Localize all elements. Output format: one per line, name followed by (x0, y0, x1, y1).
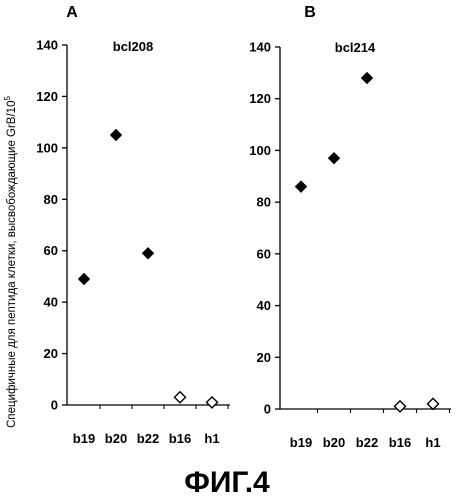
data-point-h1 (205, 395, 219, 409)
data-point-b16 (173, 390, 187, 404)
y-tick-label: 100 (249, 143, 271, 158)
y-tick-label: 120 (249, 91, 271, 106)
panel-letter: B (304, 4, 316, 21)
x-category-label: b20 (323, 435, 345, 450)
y-tick-label: 80 (44, 192, 58, 207)
chart-title: bcl208 (113, 39, 153, 54)
data-point-b22 (141, 247, 155, 260)
panel-letter: A (66, 4, 78, 21)
y-tick-label: 20 (257, 350, 271, 365)
x-category-label: b16 (169, 431, 191, 446)
data-point-b16 (393, 399, 407, 413)
y-tick-label: 40 (257, 298, 271, 313)
data-point-b22 (360, 71, 374, 85)
y-tick-label: 0 (51, 398, 58, 413)
y-tick-label: 20 (44, 346, 58, 361)
data-point-b20 (327, 151, 341, 165)
y-axis-label: Специфичные для пептида клетки, высвобож… (3, 96, 18, 428)
y-tick-label: 120 (36, 89, 58, 104)
x-category-label: b19 (290, 435, 312, 450)
y-tick-label: 80 (257, 195, 271, 210)
data-point-b19 (294, 180, 308, 193)
x-category-label: h1 (425, 435, 440, 450)
y-tick-label: 100 (36, 140, 58, 155)
x-category-label: b16 (389, 435, 411, 450)
figure-caption: ФИГ.4 (184, 466, 270, 499)
x-category-label: h1 (204, 431, 219, 446)
y-axis-label-exponent: 5 (3, 96, 12, 101)
y-tick-label: 140 (249, 40, 271, 55)
x-category-label: b20 (105, 431, 127, 446)
y-tick-label: 60 (44, 243, 58, 258)
y-tick-label: 60 (257, 246, 271, 261)
y-tick-label: 0 (264, 402, 271, 417)
y-tick-label: 40 (44, 295, 58, 310)
x-category-label: b22 (137, 431, 159, 446)
chart-title: bcl214 (335, 40, 376, 55)
data-point-b19 (77, 272, 91, 286)
y-tick-label: 140 (36, 38, 58, 53)
data-point-h1 (426, 397, 440, 411)
x-category-label: b22 (356, 435, 378, 450)
x-category-label: b19 (73, 431, 95, 446)
data-point-b20 (109, 128, 123, 142)
